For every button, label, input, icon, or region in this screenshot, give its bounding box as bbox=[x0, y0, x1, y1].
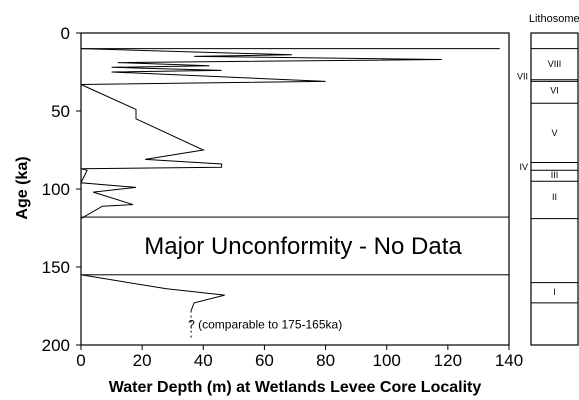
lithosome-label-iii: III bbox=[551, 170, 559, 180]
unconformity-label: Major Unconformity - No Data bbox=[144, 233, 462, 260]
x-tick-label: 80 bbox=[316, 351, 335, 370]
x-tick-label: 60 bbox=[255, 351, 274, 370]
x-tick-label: 120 bbox=[434, 351, 462, 370]
lithosome-label-viii: VIII bbox=[548, 59, 562, 69]
x-tick-label: 40 bbox=[194, 351, 213, 370]
x-tick-label: 0 bbox=[76, 351, 85, 370]
plot-area: 0 20 40 60 80 100 120 140 0 50 100 150 200 bbox=[42, 24, 524, 370]
lithosome-label-v: V bbox=[551, 128, 557, 138]
y-tick-label: 50 bbox=[51, 102, 70, 121]
y-tick-label: 200 bbox=[42, 336, 70, 355]
y-tick-label: 100 bbox=[42, 180, 70, 199]
lithosome-label-vii: VII bbox=[517, 72, 528, 82]
lithosome-label-i: I bbox=[553, 287, 556, 297]
y-axis-title: Age (ka) bbox=[14, 156, 31, 219]
y-tick-label: 0 bbox=[61, 24, 70, 43]
x-tick-label: 20 bbox=[133, 351, 152, 370]
annotation-note: ? (comparable to 175-165ka) bbox=[188, 318, 342, 332]
lithosomes-title: Lithosomes bbox=[529, 13, 579, 25]
x-axis-title: Water Depth (m) at Wetlands Levee Core L… bbox=[109, 379, 482, 396]
series-line-3 bbox=[80, 274, 225, 311]
y-tick-label: 150 bbox=[42, 258, 70, 277]
lithosome-label-ii: II bbox=[552, 192, 557, 202]
lithosome-label-iv: IV bbox=[519, 162, 528, 172]
x-tick-label: 100 bbox=[373, 351, 401, 370]
series-line-2 bbox=[80, 48, 442, 220]
lithosome-frame bbox=[530, 32, 579, 346]
lithosome-label-vi: VI bbox=[550, 86, 559, 96]
x-tick-label: 140 bbox=[495, 351, 523, 370]
